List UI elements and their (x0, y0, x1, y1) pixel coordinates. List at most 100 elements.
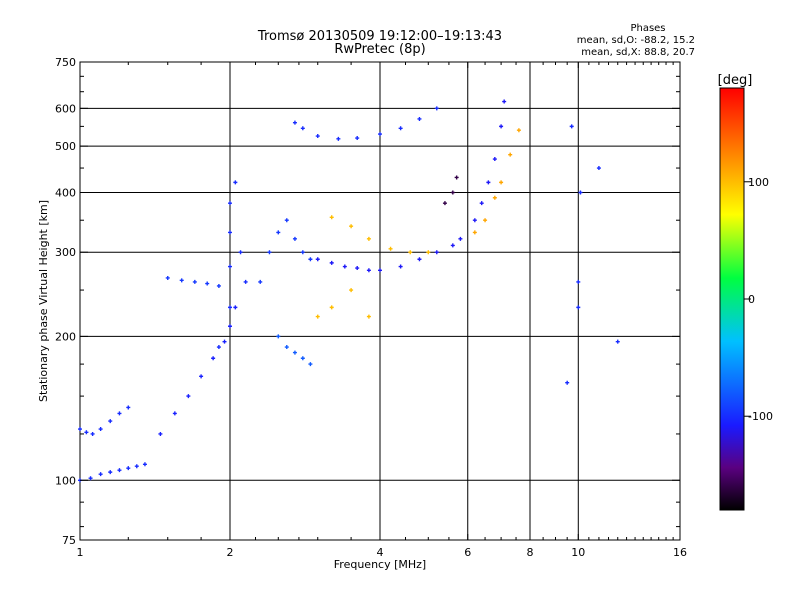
data-point (492, 157, 497, 162)
data-point (366, 236, 371, 241)
data-point (458, 236, 463, 241)
y-tick-label: 600 (55, 102, 76, 115)
data-point (408, 250, 413, 255)
data-point (276, 230, 281, 235)
data-point (98, 427, 103, 432)
phase-stats: Phases mean, sd,O: -88.2, 15.2 mean, sd,… (577, 23, 695, 58)
x-tick-label: 10 (571, 546, 585, 559)
data-point (126, 405, 131, 410)
data-point (576, 305, 581, 310)
data-point (228, 201, 232, 206)
data-point (388, 246, 393, 251)
y-axis: 75 100 200 300 400 500 600 750 (55, 56, 680, 547)
data-point (336, 136, 341, 141)
chart-subtitle: RwPretec (8p) (334, 42, 425, 57)
x-tick-label: 6 (464, 546, 471, 559)
data-point (349, 224, 354, 229)
data-point (228, 230, 232, 235)
data-point (199, 374, 204, 379)
data-point (426, 250, 431, 255)
data-point (228, 305, 232, 310)
data-point (84, 430, 89, 435)
x-axis: 1 2 4 6 8 10 16 (77, 62, 687, 559)
data-point (222, 339, 227, 344)
data-point (90, 431, 95, 436)
data-point (434, 106, 439, 111)
data-point (300, 250, 305, 255)
data-point (134, 464, 139, 469)
data-point (233, 305, 238, 310)
data-point (186, 394, 191, 399)
data-point (596, 166, 601, 171)
colorbar-label: [deg] (718, 73, 753, 88)
data-point (308, 362, 313, 367)
colorbar-tick-label: -100 (748, 410, 773, 423)
y-tick-label: 400 (55, 186, 76, 199)
colorbar-ticks: 100 0 -100 (744, 176, 773, 423)
data-point (243, 279, 248, 284)
data-point (417, 116, 422, 121)
data-point (329, 260, 334, 265)
colorbar-tick-label: 0 (748, 293, 755, 306)
data-point (378, 268, 382, 273)
data-point (228, 324, 232, 329)
data-point (502, 99, 507, 104)
colorbar-tick-label: 100 (748, 176, 769, 189)
data-point (315, 314, 320, 319)
y-tick-label: 750 (55, 56, 76, 69)
data-point (442, 201, 447, 206)
data-point (165, 275, 170, 280)
data-point (216, 345, 221, 350)
data-point (88, 476, 93, 481)
data-point (398, 264, 403, 269)
data-point (450, 190, 455, 195)
data-point (434, 250, 439, 255)
data-point (216, 283, 221, 288)
data-point (258, 279, 263, 284)
data-point (329, 305, 334, 310)
data-point (355, 266, 360, 271)
data-point (300, 356, 305, 361)
data-point (267, 250, 272, 255)
data-point (142, 462, 147, 467)
y-tick-label: 300 (55, 246, 76, 259)
data-point (479, 201, 484, 206)
data-point (308, 257, 313, 262)
stats-heading: Phases (630, 23, 665, 34)
data-point (292, 120, 297, 125)
data-point (615, 339, 620, 344)
y-tick-label: 200 (55, 330, 76, 343)
data-point (499, 124, 504, 129)
data-point (126, 466, 131, 471)
data-point (117, 411, 122, 416)
data-point (315, 134, 320, 139)
data-point (366, 268, 371, 273)
colorbar: [deg] 100 0 -100 (718, 73, 773, 511)
stats-line-x: mean, sd,X: 88.8, 20.7 (581, 47, 695, 58)
data-point (108, 419, 113, 424)
data-point (454, 175, 459, 180)
data-point (565, 380, 570, 385)
data-point (349, 288, 354, 293)
data-point (483, 218, 488, 223)
data-point (192, 279, 197, 284)
y-axis-label: Stationary phase Virtual Height [km] (37, 200, 50, 402)
data-point (576, 279, 581, 284)
data-point (292, 350, 297, 355)
data-point (472, 230, 477, 235)
data-point (355, 136, 360, 141)
data-point (499, 180, 504, 185)
stats-line-o: mean, sd,O: -88.2, 15.2 (577, 35, 695, 46)
y-tick-label: 500 (55, 140, 76, 153)
x-tick-label: 16 (673, 546, 687, 559)
data-point (284, 218, 289, 223)
data-point (158, 431, 163, 436)
data-point (78, 427, 82, 432)
x-axis-label: Frequency [MHz] (334, 558, 426, 571)
data-point (486, 180, 491, 185)
data-point (366, 314, 371, 319)
data-point (315, 257, 320, 262)
data-point (211, 356, 216, 361)
y-tick-label: 100 (55, 474, 76, 487)
